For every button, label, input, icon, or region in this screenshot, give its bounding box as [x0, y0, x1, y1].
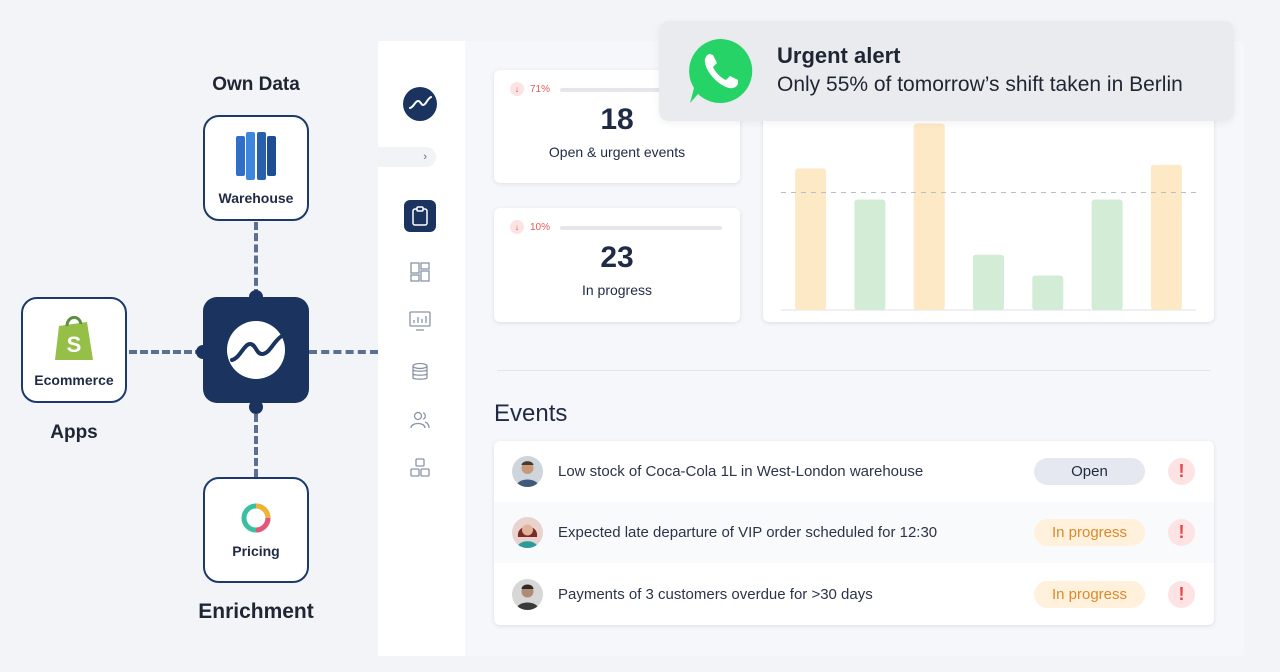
- enrichment-label: Enrichment: [198, 600, 314, 623]
- hub-connector-dot-bottom: [249, 400, 263, 414]
- trend-percent: 10%: [530, 221, 551, 233]
- whatsapp-icon: [689, 39, 753, 103]
- avatar: [512, 456, 543, 487]
- sidebar-expand-button[interactable]: ›: [378, 147, 436, 167]
- nav-item-data[interactable]: [404, 356, 436, 388]
- stat-value: 18: [600, 103, 634, 136]
- ecommerce-node[interactable]: S Ecommerce: [21, 297, 127, 403]
- boxes-icon: [410, 458, 430, 477]
- nav-item-users[interactable]: [404, 404, 436, 436]
- clipboard-icon: [412, 206, 428, 226]
- nav-item-events[interactable]: [404, 200, 436, 232]
- hub-connector-dot-top: [249, 290, 263, 304]
- chart-bar[interactable]: [854, 199, 886, 311]
- alert-icon[interactable]: !: [1168, 519, 1195, 546]
- own-data-label: Own Data: [212, 74, 300, 95]
- sidebar: [378, 41, 465, 656]
- alert-icon[interactable]: !: [1168, 458, 1195, 485]
- chart-bar[interactable]: [913, 123, 945, 311]
- hub-logo-node[interactable]: [203, 297, 309, 403]
- trend-down-icon: ↓: [510, 220, 524, 234]
- nav-item-reports[interactable]: [404, 305, 436, 337]
- connector-hub-app: [309, 350, 378, 354]
- status-badge[interactable]: Open: [1034, 458, 1145, 485]
- connector-hub-pricing: [254, 403, 258, 477]
- warehouse-database-icon: [236, 132, 276, 180]
- event-text: Expected late departure of VIP order sch…: [558, 524, 938, 541]
- status-badge[interactable]: In progress: [1034, 581, 1145, 608]
- event-text: Low stock of Coca-Cola 1L in West-London…: [558, 463, 924, 480]
- stat-card-in-progress[interactable]: ↓ 10% 23 In progress: [494, 208, 740, 322]
- monitor-chart-icon: [409, 311, 431, 331]
- trend-down-icon: ↓: [510, 82, 524, 96]
- connector-warehouse-hub: [254, 222, 258, 297]
- chart-bar[interactable]: [973, 254, 1004, 310]
- trend-logo-icon: [409, 96, 432, 109]
- stat-label: Open & urgent events: [548, 144, 686, 160]
- pricing-ring-icon: [241, 503, 271, 533]
- shopify-icon: S: [55, 316, 93, 360]
- urgent-alert-notification[interactable]: Urgent alert Only 55% of tomorrow’s shif…: [659, 21, 1234, 121]
- ecommerce-caption: Ecommerce: [34, 372, 114, 388]
- section-divider: [497, 370, 1211, 371]
- chart-bar[interactable]: [1091, 199, 1123, 311]
- trend-percent: 71%: [530, 83, 551, 95]
- chart-bar[interactable]: [1150, 164, 1182, 310]
- dashboard-grid-icon: [410, 262, 430, 282]
- notification-body: Only 55% of tomorrow’s shift taken in Be…: [777, 73, 1183, 96]
- hub-connector-dot-left: [196, 345, 210, 359]
- event-row-late-departure[interactable]: Expected late departure of VIP order sch…: [494, 502, 1214, 563]
- apps-label: Apps: [50, 422, 98, 443]
- avatar: [512, 517, 543, 548]
- event-row-low-stock[interactable]: Low stock of Coca-Cola 1L in West-London…: [494, 441, 1214, 502]
- alert-icon[interactable]: !: [1168, 581, 1195, 608]
- trend-bar: [560, 88, 722, 92]
- chart-bar[interactable]: [1032, 275, 1064, 311]
- trend-bar: [560, 226, 722, 230]
- stat-value: 23: [600, 241, 634, 274]
- app-logo-icon[interactable]: [403, 87, 437, 121]
- avatar: [512, 579, 543, 610]
- chart-bar[interactable]: [795, 168, 827, 310]
- event-row-payments-overdue[interactable]: Payments of 3 customers overdue for >30 …: [494, 564, 1214, 625]
- nav-item-integrations[interactable]: [404, 452, 436, 484]
- events-title: Events: [494, 400, 568, 427]
- database-icon: [412, 362, 428, 380]
- stat-label: In progress: [581, 282, 653, 298]
- trend-logo-icon: [227, 321, 285, 379]
- trend-indicator: ↓ 10%: [510, 220, 550, 234]
- users-icon: [410, 411, 430, 429]
- event-text: Payments of 3 customers overdue for >30 …: [558, 586, 873, 603]
- bar-chart: [781, 123, 1196, 311]
- notification-title: Urgent alert: [777, 43, 901, 68]
- pricing-node[interactable]: Pricing: [203, 477, 309, 583]
- status-badge[interactable]: In progress: [1034, 519, 1145, 546]
- pricing-caption: Pricing: [232, 543, 280, 559]
- warehouse-node[interactable]: Warehouse: [203, 115, 309, 221]
- stat-card-open-urgent[interactable]: ↓ 71% 18 Open & urgent events: [494, 70, 740, 183]
- nav-item-dashboard[interactable]: [404, 256, 436, 288]
- svg-text:S: S: [67, 332, 82, 357]
- warehouse-caption: Warehouse: [218, 190, 294, 206]
- trend-indicator: ↓ 71%: [510, 82, 550, 96]
- connector-ecommerce-hub: [129, 350, 203, 354]
